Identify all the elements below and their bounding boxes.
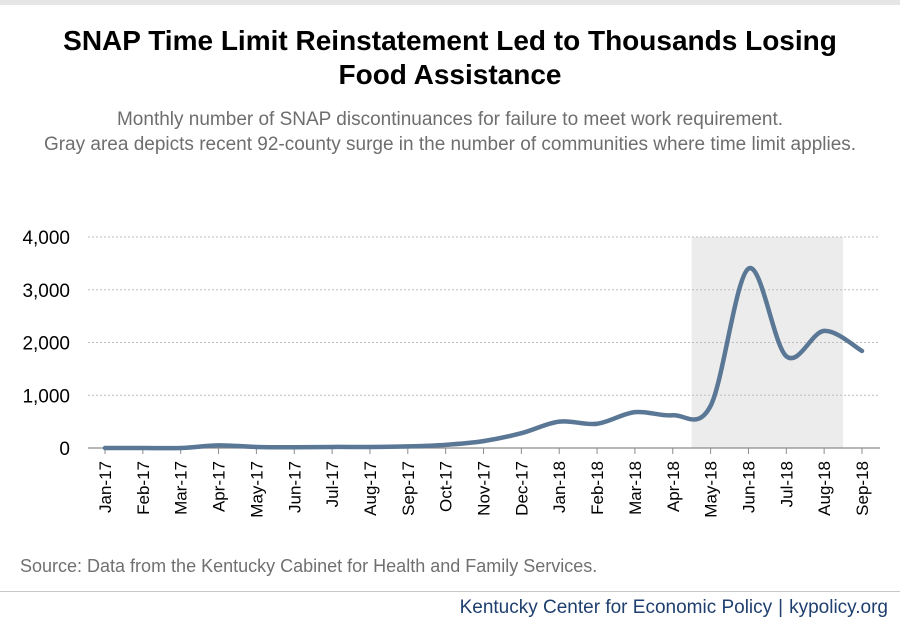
y-tick-label: 4,000 [22,228,70,249]
footer-rule [0,591,900,592]
x-tick-label: Dec-17 [512,461,531,516]
footer-separator: | [778,597,784,618]
x-tick-label: Apr-18 [664,461,683,512]
x-tick-label: Jan-18 [550,461,569,513]
x-tick-label: Jul-18 [777,461,796,507]
y-tick-label: 1,000 [22,386,70,407]
x-tick-label: Jun-17 [285,461,304,513]
x-tick-label: Sep-17 [399,461,418,516]
chart-title-line-1: SNAP Time Limit Reinstatement Led to Tho… [63,25,837,56]
top-rule [0,0,900,5]
x-tick-label: May-17 [247,461,266,518]
footer-site[interactable]: kypolicy.org [789,597,888,618]
x-tick-label: Jan-17 [96,461,115,513]
x-tick-label: Feb-18 [588,461,607,515]
y-tick-label: 3,000 [22,281,70,302]
x-tick-label: Jul-17 [323,461,342,507]
chart-subtitle: Monthly number of SNAP discontinuances f… [0,107,900,157]
x-tick-label: Nov-17 [475,461,494,516]
chart-subtitle-line-1: Monthly number of SNAP discontinuances f… [116,109,784,130]
x-tick-label: Apr-17 [210,461,229,512]
chart-title: SNAP Time Limit Reinstatement Led to Tho… [0,24,900,92]
y-tick-label: 2,000 [22,334,70,355]
chart-title-line-2: Food Assistance [338,59,562,90]
chart-subtitle-line-2: Gray area depicts recent 92-county surge… [43,134,857,155]
x-tick-label: Oct-17 [437,461,456,512]
x-tick-label: May-18 [702,461,721,518]
y-tick-label: 0 [59,439,70,460]
footer-credit: Kentucky Center for Economic Policy | kypo… [460,597,888,619]
x-tick-label: Sep-18 [853,461,872,516]
x-tick-label: Mar-18 [626,461,645,515]
x-tick-label: Aug-18 [815,461,834,516]
x-tick-label: Feb-17 [134,461,153,515]
footer-org: Kentucky Center for Economic Policy [459,597,773,618]
series-line [102,266,865,451]
x-tick-label: Aug-17 [361,461,380,516]
x-tick-label: Mar-17 [172,461,191,515]
source-note: Source: Data from the Kentucky Cabinet f… [20,556,598,576]
x-tick-label: Jun-18 [739,461,758,513]
